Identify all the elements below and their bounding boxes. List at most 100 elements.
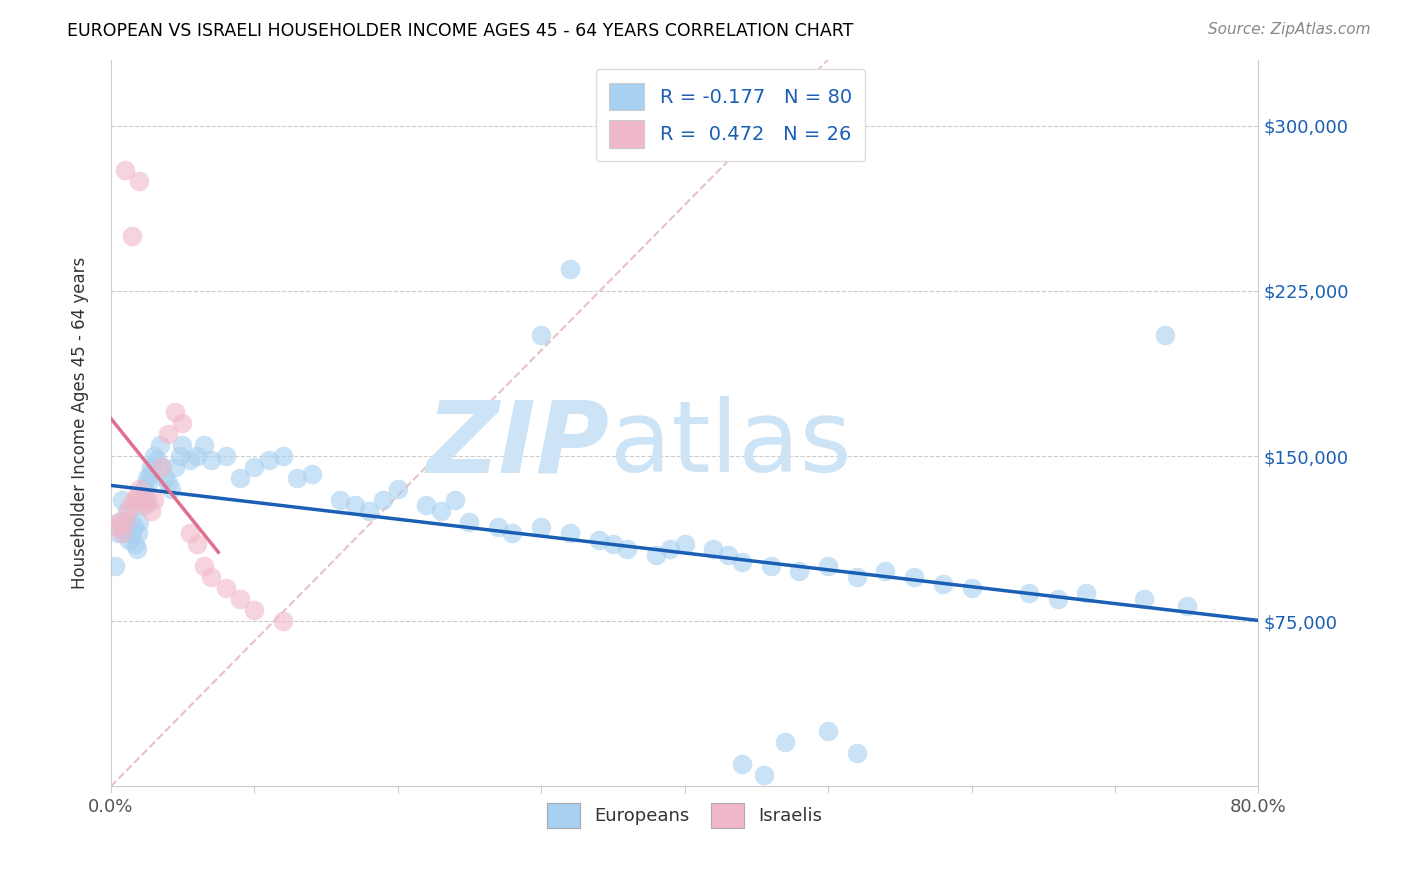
Point <box>373 493 395 508</box>
Point <box>114 162 136 177</box>
Point <box>1154 327 1177 342</box>
Point <box>243 603 266 617</box>
Point <box>117 519 139 533</box>
Point <box>179 526 201 541</box>
Point <box>1046 592 1069 607</box>
Point <box>193 438 215 452</box>
Point <box>602 537 624 551</box>
Point <box>125 541 148 556</box>
Point <box>731 555 754 569</box>
Point <box>120 498 142 512</box>
Point <box>659 541 682 556</box>
Point <box>157 475 180 490</box>
Point <box>138 467 160 481</box>
Point <box>1076 585 1098 599</box>
Point <box>110 519 132 533</box>
Point <box>1175 599 1198 613</box>
Text: Source: ZipAtlas.com: Source: ZipAtlas.com <box>1208 22 1371 37</box>
Point <box>773 735 796 749</box>
Point <box>125 489 148 503</box>
Point <box>127 526 149 541</box>
Point <box>387 482 409 496</box>
Point <box>142 449 165 463</box>
Point <box>588 533 610 547</box>
Point <box>122 493 145 508</box>
Point <box>139 504 162 518</box>
Point <box>731 757 754 772</box>
Point <box>200 570 222 584</box>
Point <box>165 405 187 419</box>
Point <box>817 724 839 739</box>
Point <box>932 577 955 591</box>
Point <box>131 493 153 508</box>
Point <box>789 564 811 578</box>
Point <box>107 526 129 541</box>
Point <box>486 519 509 533</box>
Point <box>111 526 134 541</box>
Point <box>186 537 208 551</box>
Point <box>530 519 553 533</box>
Point <box>271 615 294 629</box>
Point <box>214 581 236 595</box>
Point <box>160 482 183 496</box>
Point <box>817 559 839 574</box>
Point <box>114 515 136 529</box>
Point <box>429 504 451 518</box>
Point <box>104 559 127 574</box>
Point <box>752 768 775 782</box>
Point <box>1018 585 1040 599</box>
Point <box>134 493 156 508</box>
Point <box>717 548 740 562</box>
Point <box>845 570 868 584</box>
Point <box>444 493 467 508</box>
Point <box>357 504 380 518</box>
Point <box>530 327 553 342</box>
Point <box>165 460 187 475</box>
Point <box>645 548 668 562</box>
Point <box>558 526 581 541</box>
Point <box>243 460 266 475</box>
Point <box>875 564 897 578</box>
Point <box>114 515 136 529</box>
Point <box>115 504 138 518</box>
Point <box>118 533 141 547</box>
Point <box>214 449 236 463</box>
Point <box>200 453 222 467</box>
Point <box>329 493 352 508</box>
Point <box>845 747 868 761</box>
Point <box>301 467 323 481</box>
Point <box>121 228 143 243</box>
Point <box>169 449 191 463</box>
Point <box>136 475 159 490</box>
Point <box>128 174 150 188</box>
Point <box>112 526 135 541</box>
Point <box>128 515 150 529</box>
Point <box>960 581 983 595</box>
Point <box>179 453 201 467</box>
Point <box>145 453 167 467</box>
Y-axis label: Householder Income Ages 45 - 64 years: Householder Income Ages 45 - 64 years <box>72 257 89 589</box>
Point <box>903 570 925 584</box>
Point <box>122 519 145 533</box>
Point <box>558 261 581 276</box>
Point <box>121 526 143 541</box>
Point <box>157 427 180 442</box>
Point <box>139 460 162 475</box>
Point <box>172 416 194 430</box>
Point <box>136 493 159 508</box>
Point <box>128 482 150 496</box>
Point <box>616 541 638 556</box>
Point <box>108 515 131 529</box>
Point <box>501 526 523 541</box>
Point <box>120 515 142 529</box>
Point <box>124 537 146 551</box>
Text: atlas: atlas <box>610 396 852 493</box>
Point <box>702 541 724 556</box>
Point <box>285 471 308 485</box>
Point <box>148 438 170 452</box>
Point <box>186 449 208 463</box>
Legend: Europeans, Israelis: Europeans, Israelis <box>540 796 830 836</box>
Point <box>108 515 131 529</box>
Point <box>343 498 366 512</box>
Point <box>142 493 165 508</box>
